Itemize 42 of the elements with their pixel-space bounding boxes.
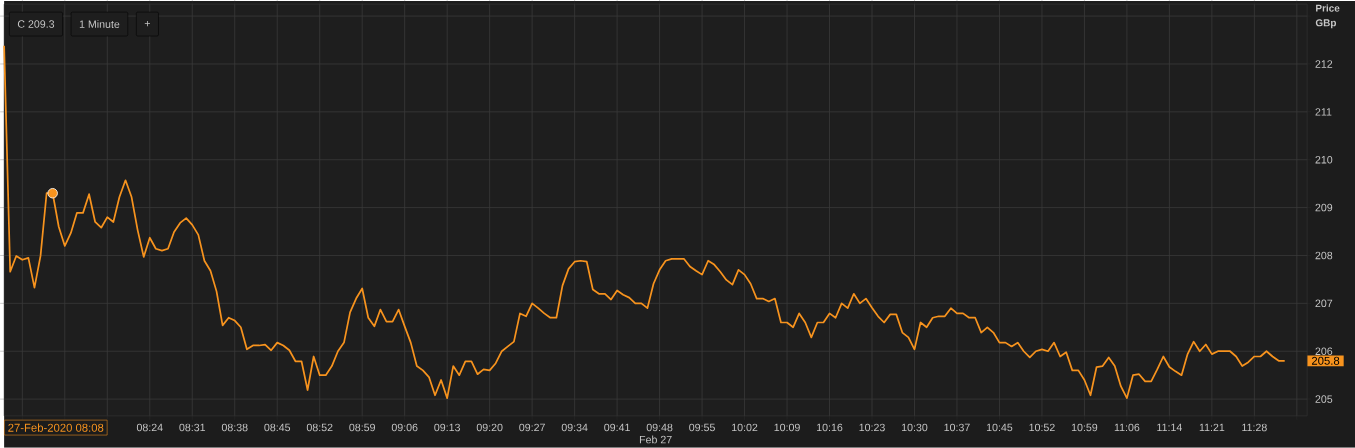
x-tick-label: 10:37 [944,423,970,432]
x-tick-label: 11:14 [1157,423,1182,432]
annotation: 1 Minute [79,20,120,29]
x-tick-label: 27-Feb-2020 08:08 [8,423,104,432]
x-tick-label: 09:27 [519,423,545,432]
x-tick-label: 10:09 [774,423,800,432]
y-tick-label: 212 [1315,60,1333,68]
x-tick-label: 08:59 [349,423,375,432]
x-tick-label: 09:06 [391,423,418,432]
x-tick-label: 10:02 [732,423,758,432]
x-tick-label: 10:23 [859,423,885,432]
y-tick-label: 210 [1315,156,1333,164]
x-tick-label: 08:31 [179,423,206,432]
x-tick-label: 11:21 [1199,423,1225,432]
x-axis-title: Feb 27 [639,435,672,444]
y-axis-title: Price GBp [1315,4,1340,29]
x-tick-label: 09:55 [689,423,715,432]
x-tick-label: 08:45 [264,423,291,432]
x-tick-label: 10:45 [986,423,1013,432]
y-tick-label: 206 [1315,347,1333,356]
text: 205.8 [1311,356,1340,365]
x-tick-label: 08:24 [136,423,163,432]
x-tick-label: 10:59 [1071,423,1098,432]
annotation: + [144,21,150,27]
x-tick-label: 09:48 [646,423,673,432]
x-tick-label: 10:52 [1029,423,1055,432]
annotation: C 209.3 [17,20,55,28]
y-tick-label: 209 [1315,203,1333,212]
y-tick-label: 205 [1315,395,1333,403]
y-tick-label: 207 [1315,299,1333,308]
x-tick-label: 11:28 [1242,423,1267,432]
y-tick-label: 211 [1315,108,1332,116]
x-tick-label: 08:52 [306,423,333,432]
x-tick-label: 09:41 [604,423,630,432]
x-tick-label: 09:34 [561,423,588,432]
y-tick-label: 208 [1315,251,1333,260]
x-tick-label: 10:16 [817,423,843,432]
x-tick-label: 09:13 [434,423,460,432]
x-tick-label: 11:06 [1114,423,1140,432]
x-tick-label: 08:38 [221,423,248,432]
x-tick-label: 09:20 [476,423,503,432]
x-tick-label: 10:30 [901,423,928,432]
